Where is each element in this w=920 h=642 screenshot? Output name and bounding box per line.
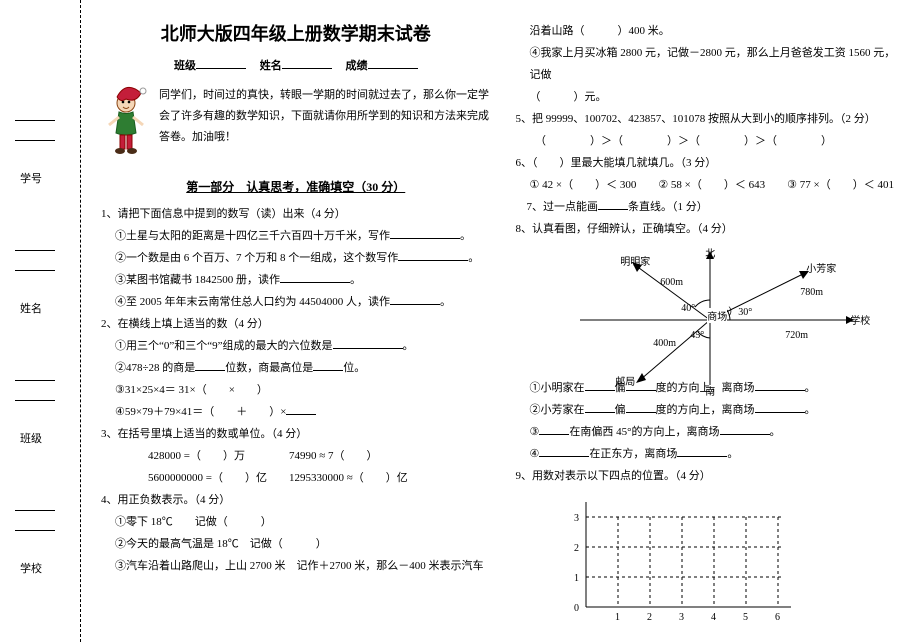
margin-name: 姓名 [20,300,42,316]
q4a: ①零下 18℃ 记做（ ） [101,511,491,533]
margin-id: 学号 [20,170,42,186]
q5b: （ ）＞（ ）＞（ ）＞（ ） [516,130,906,152]
intro-text: 同学们，时间过的真快，转眼一学期的时间就过去了，那么你一定学会了许多有趣的数学知… [159,85,491,148]
q4c-cont: 沿着山路（ ）400 米。 [516,20,906,42]
svg-text:4: 4 [711,612,716,623]
margin-class: 班级 [20,430,42,446]
student-info-line: 班级 姓名 成绩 [101,56,491,73]
svg-text:1: 1 [615,612,620,623]
direction-diagram: 明明家 北 小芳家 600m 780m 40° ）30° 商场 学校 400m … [550,245,870,372]
q2d: ④59×79＋79×41＝（ ＋ ）× [101,401,491,423]
q2c: ③31×25×4＝ 31×（ × ） [101,379,491,401]
svg-text:6: 6 [775,612,780,623]
svg-text:5: 5 [743,612,748,623]
svg-text:2: 2 [647,612,652,623]
intro-block: 同学们，时间过的真快，转眼一学期的时间就过去了，那么你一定学会了许多有趣的数学知… [101,85,491,155]
column-left: 北师大版四年级上册数学期末试卷 班级 姓名 成绩 [101,20,491,632]
binding-margin: 学校 班级 姓名 学号 [0,0,81,642]
q6b: ① 42 ×（ ）＜ 300 ② 58 ×（ ）＜ 643 ③ 77 ×（ ）＜… [516,174,906,196]
q1d: ④至 2005 年年末云南常住总人口约为 44504000 人，读作。 [101,291,491,313]
q8-stem: 8、认真看图，仔细辨认，正确填空。（4 分） [516,218,906,240]
svg-text:3: 3 [679,612,684,623]
grid-svg: 0 1 2 3 1 2 3 4 5 6 [556,492,806,632]
elf-icon [101,85,151,155]
q3a: 428000 =（ ）万 74990 ≈ 7（ ） [101,445,491,467]
section1-title: 第一部分 认真思考，准确填空（30 分） [101,178,491,195]
q1b: ②一个数是由 6 个百万、7 个万和 8 个一组成，这个数写作。 [101,247,491,269]
coordinate-grid: 0 1 2 3 1 2 3 4 5 6 [556,492,806,632]
q4d: ④我家上月买冰箱 2800 元，记做－2800 元，那么上月爸爸发工资 1560… [516,42,906,86]
q2a: ①用三个“0”和三个“9”组成的最大的六位数是。 [101,335,491,357]
q9-stem: 9、用数对表示以下四点的位置。（4 分） [516,465,906,487]
exam-title: 北师大版四年级上册数学期末试卷 [101,20,491,46]
q4b: ②今天的最高气温是 18℃ 记做（ ） [101,533,491,555]
column-right: 沿着山路（ ）400 米。 ④我家上月买冰箱 2800 元，记做－2800 元，… [516,20,906,632]
q5-stem: 5、把 99999、100702、423857、101078 按照从大到小的顺序… [516,108,906,130]
content-columns: 北师大版四年级上册数学期末试卷 班级 姓名 成绩 [81,0,920,642]
q8c: ③在南偏西 45°的方向上，离商场。 [516,421,906,443]
q1a: ①土星与太阳的距离是十四亿三千六百四十万千米，写作。 [101,225,491,247]
svg-text:0: 0 [574,603,579,614]
svg-text:3: 3 [574,513,579,524]
q2b: ②478÷28 的商是位数，商最高位是位。 [101,357,491,379]
q6-stem: 6、（ ）里最大能填几就填几。（3 分） [516,152,906,174]
q8b: ②小芳家在偏度的方向上，离商场。 [516,399,906,421]
q3b: 5600000000 =（ ）亿 1295330000 ≈（ ）亿 [101,467,491,489]
q4c: ③汽车沿着山路爬山，上山 2700 米 记作＋2700 米，那么－400 米表示… [101,555,491,577]
svg-text:1: 1 [574,573,579,584]
q7: 7、过一点能画条直线。（1 分） [516,196,906,218]
q1-stem: 1、请把下面信息中提到的数写（读）出来（4 分） [101,203,491,225]
q4-stem: 4、用正负数表示。（4 分） [101,489,491,511]
q3-stem: 3、在括号里填上适当的数或单位。（4 分） [101,423,491,445]
q4d2: （ ）元。 [516,86,906,108]
q2-stem: 2、在横线上填上适当的数（4 分） [101,313,491,335]
q8d: ④在正东方，离商场。 [516,443,906,465]
svg-text:2: 2 [574,543,579,554]
q1c: ③某图书馆藏书 1842500 册，读作。 [101,269,491,291]
exam-page: 学校 班级 姓名 学号 北师大版四年级上册数学期末试卷 班级 姓名 成绩 [0,0,920,642]
margin-school: 学校 [20,560,42,576]
